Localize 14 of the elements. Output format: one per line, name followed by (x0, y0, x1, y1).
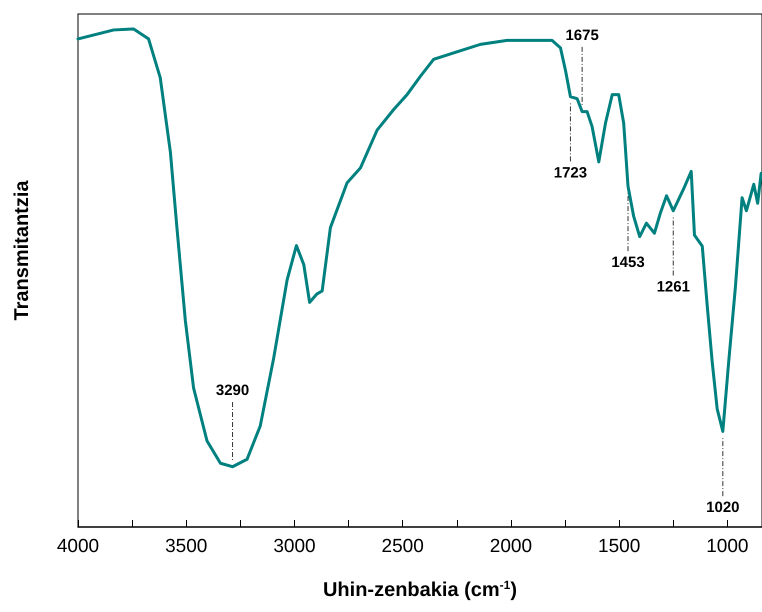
x-tick-label: 2500 (382, 536, 424, 557)
annotation: 1453 (611, 254, 645, 272)
annotation: 3290 (216, 382, 250, 399)
y-axis-title: Transmitantzia (11, 180, 33, 321)
annotation: 1020 (706, 499, 740, 516)
x-tick-label: 1500 (598, 536, 640, 557)
annotation: 1261 (656, 278, 690, 296)
x-tick-label: 3500 (165, 536, 208, 557)
x-tick-label: 2000 (490, 536, 532, 557)
annotation: 1675 (565, 26, 599, 44)
annotation: 1723 (554, 164, 588, 182)
x-tick-label: 4000 (56, 536, 100, 557)
x-tick-label: 3000 (273, 536, 316, 557)
x-tick-label: 1000 (706, 536, 749, 557)
